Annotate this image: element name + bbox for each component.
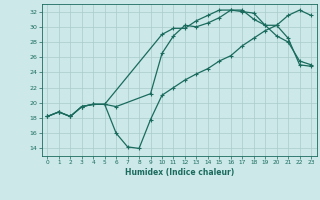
X-axis label: Humidex (Indice chaleur): Humidex (Indice chaleur) xyxy=(124,168,234,177)
